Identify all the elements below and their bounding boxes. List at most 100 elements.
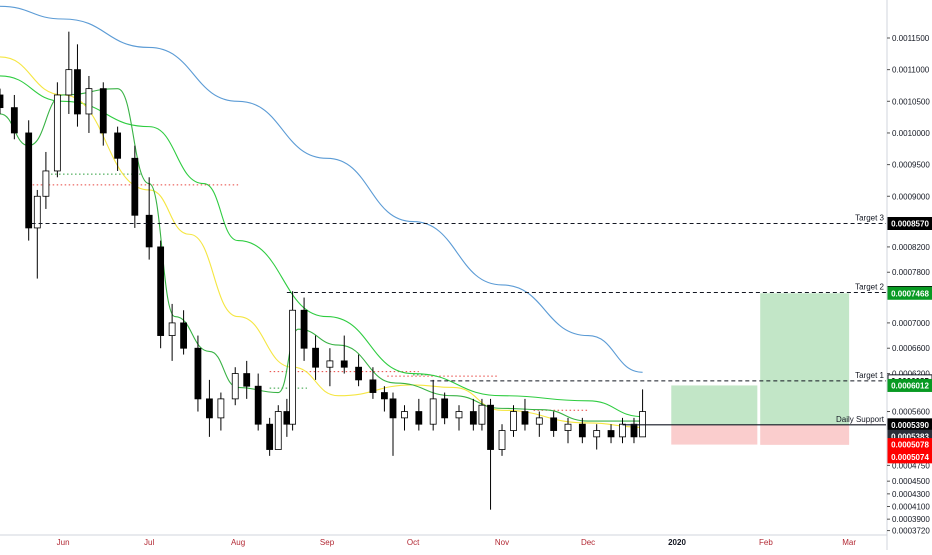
price-tick-label: 0.0005600 <box>892 408 930 417</box>
candle-body <box>340 360 348 368</box>
candle-body <box>535 417 543 425</box>
time-tick-label: Jul <box>144 538 154 547</box>
price-tick-label: 0.0004300 <box>892 490 930 499</box>
position-zones <box>671 293 850 445</box>
candle-body <box>114 132 122 159</box>
candle-body <box>85 88 93 115</box>
candle-body <box>498 430 506 450</box>
target-label: Target 3 <box>855 213 884 222</box>
price-tick-label: 0.0003900 <box>892 515 930 524</box>
candle-body <box>180 322 187 349</box>
price-tick-label: 0.0007000 <box>892 319 930 328</box>
price-tick-label: 0.0006200 <box>892 370 930 379</box>
candle-body <box>619 423 626 438</box>
candle-body <box>389 398 397 419</box>
candle-body <box>593 430 601 438</box>
candle-body <box>401 411 408 419</box>
time-tick-label: Feb <box>759 538 773 547</box>
moving-average-line <box>0 75 643 418</box>
candle-body <box>469 411 477 425</box>
candle-body <box>206 398 213 419</box>
candle-body <box>25 132 33 229</box>
candle-body <box>145 214 153 248</box>
price-tick-label: 0.0010000 <box>892 129 930 138</box>
candle-body <box>312 347 319 368</box>
price-marker-badge <box>887 216 932 230</box>
candle-body <box>194 347 202 400</box>
candle-body <box>607 430 615 438</box>
candle-body <box>487 404 494 450</box>
profit-zone <box>760 293 850 425</box>
candle-body <box>369 379 377 393</box>
candle-body <box>157 246 165 336</box>
target-label: Target 1 <box>855 371 884 380</box>
loss-zone <box>760 424 850 445</box>
time-tick-label: 2020 <box>668 538 686 547</box>
candle-body <box>266 423 274 450</box>
price-marker-badge <box>887 286 932 300</box>
candle-body <box>455 411 463 419</box>
price-tick-label: 0.0009000 <box>892 192 930 201</box>
target-lines: Target 3 Target 2 Target 1 Daily Support <box>31 213 886 426</box>
candle-body <box>283 411 291 425</box>
candle-body <box>217 398 225 419</box>
candle-body <box>42 170 50 197</box>
candle-body <box>74 69 81 115</box>
time-tick-label: Dec <box>581 538 595 547</box>
candle-body <box>429 398 437 425</box>
price-marker-badge <box>887 450 932 464</box>
price-tick-label: 0.0007800 <box>892 268 930 277</box>
price-tick-label: 0.0008200 <box>892 243 930 252</box>
candle-body <box>578 423 586 438</box>
price-marker-label: 0.0005383 <box>891 432 929 441</box>
price-tick-label: 0.0004750 <box>892 461 930 470</box>
candle-body <box>65 69 73 96</box>
price-marker-badge <box>887 378 932 392</box>
candle-body <box>10 107 18 134</box>
candle-body <box>415 411 423 425</box>
candle-body <box>289 309 297 425</box>
time-tick-label: Aug <box>231 538 245 547</box>
candle-body <box>550 417 558 431</box>
price-tick-label: 0.0009500 <box>892 161 930 170</box>
candle-body <box>243 373 251 387</box>
candle-body <box>326 360 334 368</box>
price-tick-label: 0.0003720 <box>892 527 930 536</box>
loss-zone <box>671 424 758 445</box>
moving-average-line <box>0 56 643 428</box>
candle-body <box>639 411 646 438</box>
price-tick-label: 0.0010500 <box>892 97 930 106</box>
price-marker-label: 0.0007468 <box>891 289 929 298</box>
time-tick-label: Sep <box>320 538 335 547</box>
moving-averages <box>0 5 643 428</box>
candle-body <box>168 322 176 336</box>
price-tick-label: 0.0004100 <box>892 503 930 512</box>
candle-body <box>630 423 638 438</box>
candle-body <box>231 373 239 400</box>
target-label: Daily Support <box>836 415 885 424</box>
candle-body <box>131 157 139 216</box>
price-tick-label: 0.0011500 <box>892 34 930 43</box>
candle-body <box>521 411 529 425</box>
price-tick-label: 0.0006600 <box>892 344 930 353</box>
candle-body <box>478 404 486 425</box>
candle-body <box>254 385 262 425</box>
time-axis: Jun Jul Aug Sep Oct Nov Dec 2020 Feb Mar <box>0 534 887 547</box>
candle-body <box>0 94 4 109</box>
price-tick-label: 0.0011000 <box>892 66 930 75</box>
candle-body <box>53 94 61 172</box>
price-markers: 0.00085700.00074800.00074680.00060850.00… <box>887 216 932 464</box>
target-label: Target 2 <box>855 283 884 292</box>
moving-average-line <box>0 88 643 422</box>
candle-body <box>33 195 41 229</box>
moving-average-line <box>0 5 643 373</box>
price-marker-label: 0.0008570 <box>891 219 929 228</box>
candle-body <box>381 392 388 400</box>
candle-body <box>441 398 449 419</box>
candles <box>0 31 646 510</box>
price-axis: 0.0011500 0.0011000 0.0010500 0.0010000 0.00… <box>886 0 930 550</box>
price-marker-label: 0.0006012 <box>891 381 929 390</box>
price-marker-label: 0.0005074 <box>891 453 929 462</box>
